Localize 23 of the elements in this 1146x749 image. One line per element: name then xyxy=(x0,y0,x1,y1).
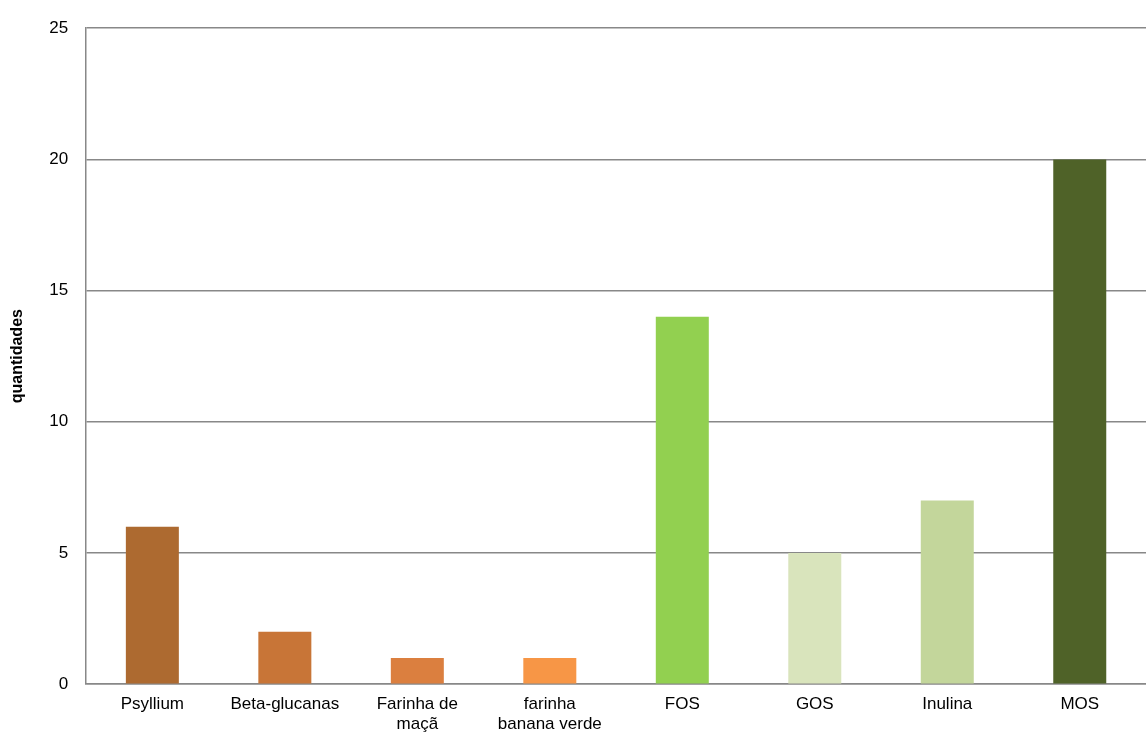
y-tick-label: 25 xyxy=(49,17,69,37)
x-tick-label: GOS xyxy=(795,694,834,714)
x-tick-label: Beta-glucanas xyxy=(230,694,340,714)
x-tick-label: Inulina xyxy=(922,694,973,714)
x-tick-label: FOS xyxy=(664,694,700,714)
y-tick-label: 20 xyxy=(49,149,69,169)
bar xyxy=(788,553,842,684)
x-tick-label: Farinha de maçã xyxy=(376,694,458,734)
bar xyxy=(390,657,444,684)
y-axis-title: quantidades xyxy=(8,308,26,404)
y-tick-label: 5 xyxy=(58,542,69,562)
y-tick-label: 10 xyxy=(49,411,69,431)
x-tick-label: farinha banana verde xyxy=(497,694,602,734)
bar xyxy=(1053,159,1107,684)
bar xyxy=(523,657,577,684)
y-tick-label: 0 xyxy=(58,673,69,693)
bar xyxy=(125,526,179,684)
x-tick-label: MOS xyxy=(1060,694,1100,714)
bar xyxy=(920,500,974,684)
bar xyxy=(258,631,312,684)
bar xyxy=(655,316,709,684)
x-tick-label: Psyllium xyxy=(120,694,184,714)
y-tick-label: 15 xyxy=(49,280,69,300)
